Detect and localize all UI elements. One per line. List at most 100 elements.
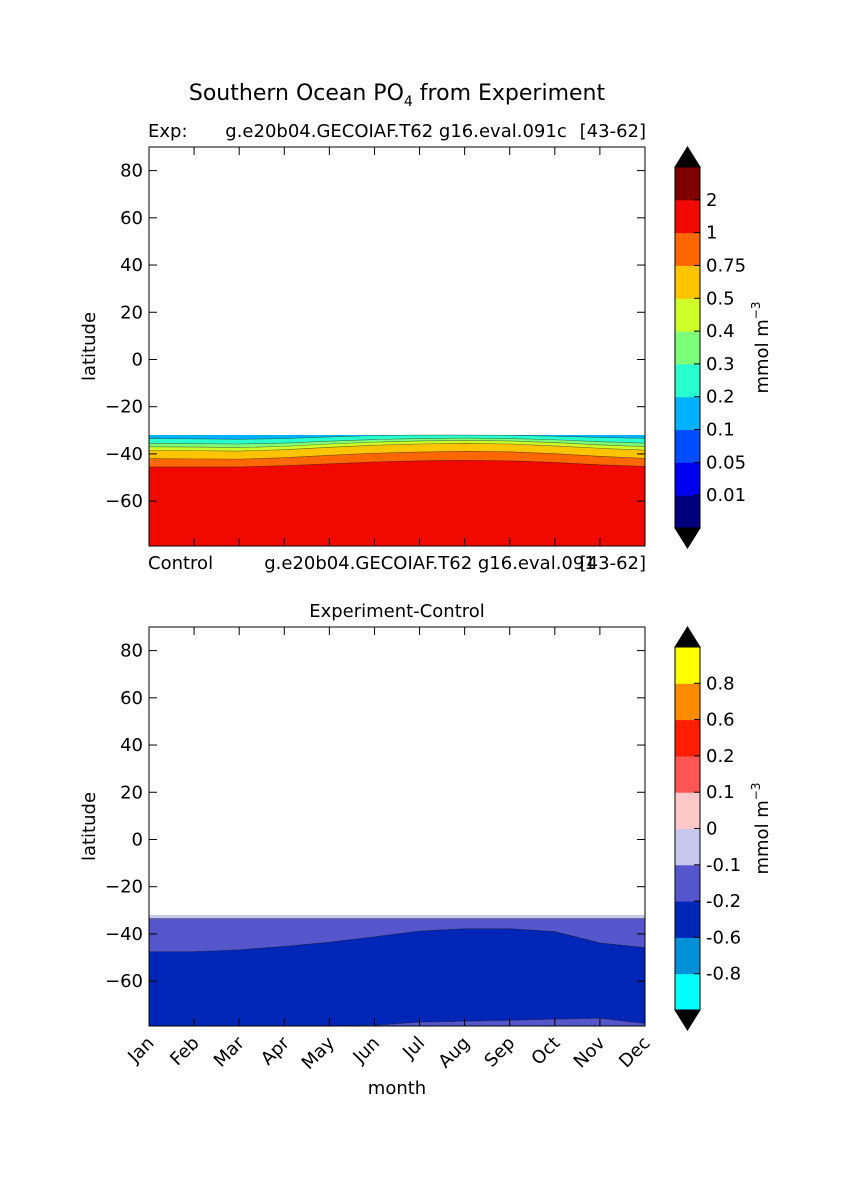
colorbar-segment [675,792,700,829]
contour-line [148,440,646,448]
colorbar-label-exponent: −3 [749,782,763,800]
colorbar-frame [674,166,701,529]
y-tick-label: 80 [120,641,143,662]
colorbar-tick-label: 0.2 [706,387,735,408]
colorbar-segment [675,167,700,201]
panel1-exp-name: g.e20b04.GECOIAF.T62 g16.eval.091c [225,121,566,142]
plot-experiment: 80 60 40 20 0 −20 −40 −60 latitude [79,146,646,547]
colorbar-tick-label: -0.8 [706,964,741,985]
x-tick-label: Feb [166,1033,203,1070]
colorbar-segment [675,363,700,398]
colorbar-segment [675,199,700,234]
colorbar-tick-label: 0.2 [706,746,735,767]
contour-band [149,438,645,448]
colorbar-tick-label: -0.6 [706,927,741,948]
colorbar-segment [675,298,700,332]
contour-band [149,440,645,452]
colorbar-segment [675,973,700,1011]
y-tick-label: −20 [105,877,143,898]
y-tick-label: −20 [105,397,143,418]
y-tick-label: 80 [120,161,143,182]
plot-frame [148,146,646,547]
colorbar-tick-label: 0.01 [706,485,746,506]
contour-band [149,915,645,919]
panel1-control-name: g.e20b04.GECOIAF.T62 g16.eval.091 [264,553,596,574]
contour-line [148,451,646,460]
colorbar-tick-label: 0.1 [706,420,735,441]
contour-band [149,435,645,445]
y-tick-label: 40 [120,735,143,756]
x-tick-label: Jan [123,1033,158,1068]
x-tick-label: Jun [349,1033,384,1068]
colorbar-tick-label: 2 [706,190,717,211]
colorbar-segment [675,755,700,793]
colorbar-label: mmol m−3 [749,301,773,393]
colorbar-segment [675,828,700,866]
figure-title: Southern Ocean PO4 from Experiment [189,81,606,110]
x-tick-label: Mar [210,1032,249,1071]
colorbar-segment [675,265,700,299]
colorbar-label-text: mmol m [752,800,773,874]
x-tick-label: Jul [398,1033,429,1064]
y-tick-label: 60 [120,688,143,709]
colorbar-label-text: mmol m [752,319,773,393]
figure-title-tail: from Experiment [413,81,606,106]
y-tick-label: −60 [105,491,143,512]
colorbar-tick-label: 0.8 [706,673,735,694]
x-tick-label: Dec [615,1033,654,1072]
panel1-control-years: [43-62] [580,553,646,574]
y-tick-label: 60 [120,208,143,229]
colorbar-tick-label: 0.3 [706,354,735,375]
x-tick-label: Oct [527,1033,564,1070]
colorbar-tick-label: 0.1 [706,782,735,803]
x-tick-label: Aug [434,1033,474,1073]
colorbar-tick-label: 0.4 [706,321,735,342]
colorbar-tick-label: 0 [706,819,717,840]
colorbar-segment [675,901,700,938]
y-tick-label: 0 [132,829,143,850]
plot-frame [148,626,646,1027]
x-tick-label: Sep [480,1033,519,1072]
plot-difference: 80 60 40 20 0 −20 −40 −60 latitude [79,626,646,1027]
panel1-exp-years: [43-62] [580,121,646,142]
contour-line [149,928,646,952]
colorbar-extend-max [674,146,701,168]
month-axis: Jan Feb Mar Apr May Jun Jul Aug Sep Oct Nov Dec mont… [123,1032,654,1099]
colorbar-tick-label: 0.5 [706,288,735,309]
colorbar-difference: -0.8 -0.6 -0.2 -0.1 0 0.1 0.2 0.6 0.8 mmol m−3 [674,626,773,1031]
colorbar-segment [675,396,700,431]
panel1-exp-prefix: Exp: [148,121,188,142]
contour-line [148,437,646,445]
colorbar-tick-label: 0.75 [706,255,746,276]
colorbar-segment [675,495,700,529]
colorbar-tick-label: 0.05 [706,452,746,473]
x-axis-label: month [368,1078,426,1099]
contour-line [149,459,646,468]
colorbar-extend-min [674,1009,701,1031]
colorbar-label: mmol m−3 [749,782,773,874]
colorbar-tick-label: -0.1 [706,855,741,876]
colorbar-extend-max [674,626,701,648]
colorbar-segment [675,864,700,902]
x-tick-label: Apr [257,1032,294,1069]
colorbar-tick-label: -0.2 [706,891,741,912]
colorbar-tick-label: 0.6 [706,710,735,731]
y-tick-label: −60 [105,971,143,992]
colorbar-segment [675,647,700,684]
y-tick-label: −40 [105,444,143,465]
colorbar-segment [675,937,700,975]
colorbar-tick-label: 1 [706,223,717,244]
x-tick-label: Nov [570,1032,610,1072]
contour-band [149,460,645,546]
contour-line [148,434,646,440]
contour-band [149,928,645,1026]
y-axis-label: latitude [79,792,100,861]
panel2-title: Experiment-Control [309,601,485,622]
colorbar-label-exponent: −3 [749,301,763,319]
colorbar-segment [675,232,700,266]
figure-title-subscript: 4 [404,94,413,110]
y-tick-label: 0 [132,349,143,370]
colorbar-segment [675,331,700,365]
contour-band [149,451,645,467]
